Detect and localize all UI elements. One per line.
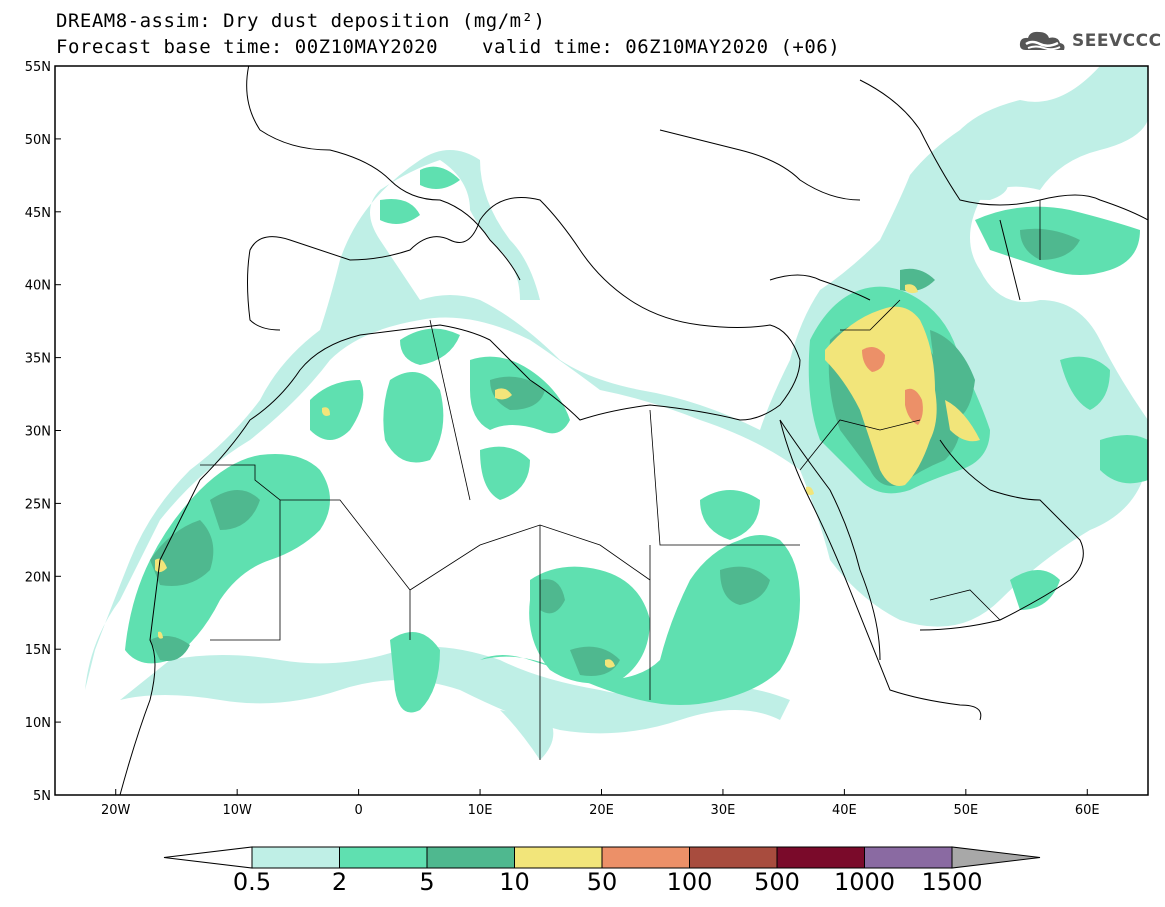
lat-tick-label: 30N: [25, 425, 51, 440]
lon-tick-label: 40E: [832, 803, 857, 818]
colorbar-swatch: [601, 846, 690, 869]
seevccc-logo: SEEVCCC: [1018, 28, 1162, 54]
lon-tick-label: 50E: [953, 803, 978, 818]
forecast-base-time: Forecast base time: 00Z10MAY2020: [56, 36, 439, 58]
country-borders: [200, 200, 1041, 760]
map-title: DREAM8-assim: Dry dust deposition (mg/m²…: [56, 10, 546, 32]
colorbar-over-triangle: [951, 846, 1041, 869]
lon-tick-label: 30E: [711, 803, 736, 818]
colorbar-label: 50: [586, 868, 618, 896]
logo-text: SEEVCCC: [1072, 31, 1162, 51]
valid-time: valid time: 06Z10MAY2020 (+06): [482, 36, 841, 58]
dust-level-50: [862, 346, 923, 425]
dust-level-10: [155, 284, 980, 668]
colorbar: [163, 846, 1041, 869]
cloud-icon: [1019, 31, 1065, 51]
lat-tick-label: 55N: [25, 60, 51, 75]
lat-tick-label: 50N: [25, 133, 51, 148]
latitude-axis: 55N 50N 45N 40N 35N 30N 25N 20N 15N 10N 5N: [25, 60, 61, 804]
colorbar-label: 5: [419, 868, 435, 896]
lat-tick-label: 5N: [33, 789, 51, 804]
dust-level-0-5: [85, 66, 1148, 760]
colorbar-swatch: [514, 846, 603, 869]
dust-field: [85, 66, 1148, 760]
colorbar-swatch: [339, 846, 428, 869]
lat-tick-label: 40N: [25, 279, 51, 294]
colorbar-label: 10: [499, 868, 530, 896]
lat-tick-label: 35N: [25, 352, 51, 367]
colorbar-label: 2: [331, 868, 348, 896]
lat-tick-label: 20N: [25, 570, 51, 585]
lon-tick-label: 0: [354, 803, 362, 818]
lon-tick-label: 20W: [101, 803, 131, 818]
lat-tick-label: 45N: [25, 206, 51, 221]
coastlines: [119, 66, 1148, 795]
lat-tick-label: 10N: [25, 716, 51, 731]
colorbar-label: 0.5: [232, 868, 272, 896]
longitude-axis: 20W 10W 0 10E 20E 30E 40E 50E 60E: [101, 789, 1100, 818]
colorbar-swatch: [426, 846, 515, 869]
colorbar-label: 100: [666, 868, 713, 896]
lon-tick-label: 60E: [1075, 803, 1100, 818]
lon-tick-label: 10E: [468, 803, 493, 818]
colorbar-swatch: [864, 846, 953, 869]
colorbar-label: 500: [754, 868, 800, 896]
colorbar-swatch: [776, 846, 865, 869]
colorbar-under-triangle: [163, 846, 253, 869]
colorbar-swatch: [251, 846, 340, 869]
colorbar-label: 1000: [833, 868, 896, 896]
colorbar-label: 1500: [921, 868, 983, 896]
lat-tick-label: 25N: [25, 497, 51, 512]
lon-tick-label: 20E: [589, 803, 614, 818]
colorbar-swatch: [689, 846, 778, 869]
lon-tick-label: 10W: [222, 803, 252, 818]
lat-tick-label: 15N: [25, 643, 51, 658]
